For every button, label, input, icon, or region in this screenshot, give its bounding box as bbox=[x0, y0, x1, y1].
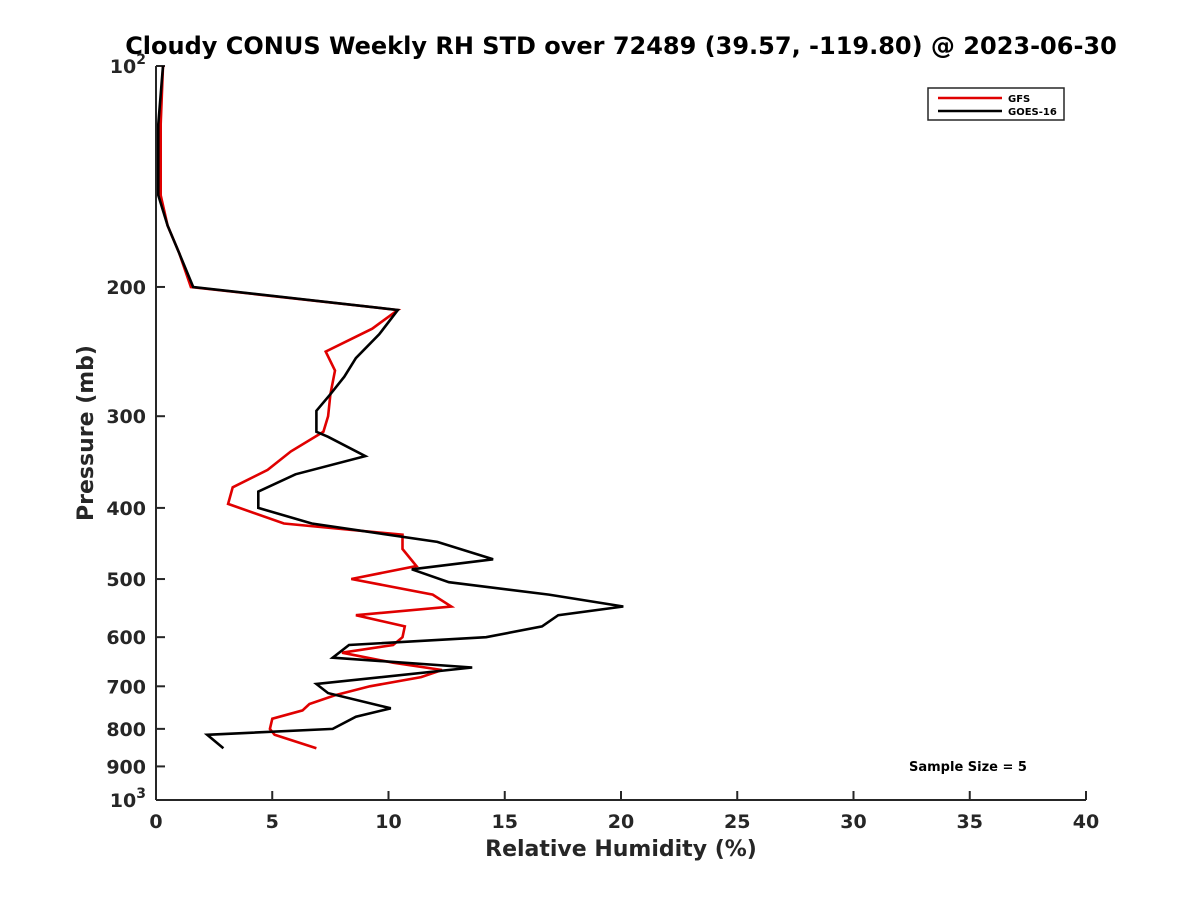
y-tick-label: 300 bbox=[106, 406, 146, 428]
x-tick-label: 15 bbox=[492, 811, 518, 833]
x-tick-label: 0 bbox=[149, 811, 162, 833]
y-tick-label: 700 bbox=[106, 676, 146, 698]
y-tick-label: 800 bbox=[106, 719, 146, 741]
y-tick-label: 600 bbox=[106, 627, 146, 649]
x-tick-label: 20 bbox=[608, 811, 634, 833]
y-tick-label: 900 bbox=[106, 756, 146, 778]
legend-box bbox=[927, 87, 1065, 121]
x-tick-label: 35 bbox=[957, 811, 983, 833]
x-axis-label: Relative Humidity (%) bbox=[485, 837, 757, 862]
chart-title: Cloudy CONUS Weekly RH STD over 72489 (3… bbox=[125, 32, 1117, 60]
series-line-goes-16 bbox=[157, 65, 624, 750]
legend-label: GOES-16 bbox=[1008, 107, 1057, 118]
legend: GFS GOES-16 bbox=[927, 87, 1065, 121]
y-tick-label: 200 bbox=[106, 277, 146, 299]
x-tick-label: 30 bbox=[840, 811, 866, 833]
x-tick-label: 5 bbox=[266, 811, 279, 833]
sample-size-annotation: Sample Size = 5 bbox=[909, 760, 1027, 775]
x-tick-label: 25 bbox=[724, 811, 750, 833]
y-tick-label: 400 bbox=[106, 498, 146, 520]
y-tick-label: 500 bbox=[106, 569, 146, 591]
plot-area: 0 5 10 15 20 25 30 35 40 10220030040050060070080… bbox=[106, 52, 1099, 833]
legend-label: GFS bbox=[1008, 94, 1030, 105]
series-lines bbox=[157, 65, 624, 750]
x-axis-ticks: 0 5 10 15 20 25 30 35 40 bbox=[149, 791, 1099, 833]
y-axis-label: Pressure (mb) bbox=[74, 345, 99, 521]
series-line-gfs bbox=[159, 65, 456, 750]
x-tick-label: 40 bbox=[1073, 811, 1099, 833]
x-tick-label: 10 bbox=[375, 811, 401, 833]
